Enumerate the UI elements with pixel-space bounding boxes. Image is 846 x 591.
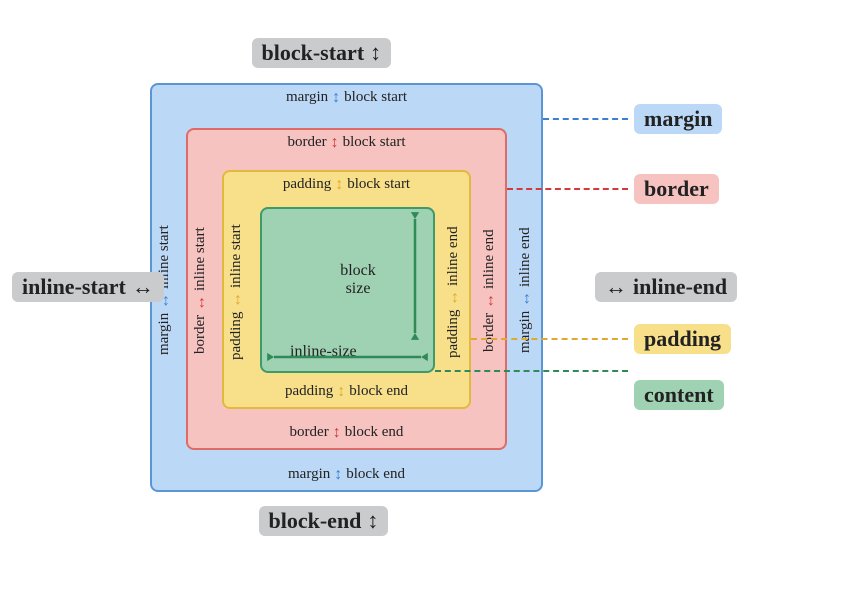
padding-top-right-label: block start xyxy=(347,176,410,193)
padding-right-top-label: padding xyxy=(445,309,462,357)
margin-block-end-label: margin↕block end xyxy=(237,466,457,483)
legend-margin: margin xyxy=(634,104,722,134)
padding-inline-start-label: padding↔inline start xyxy=(228,182,245,402)
inline-start-label: inline-start↔ xyxy=(12,272,164,302)
border-left-bot-label: inline start xyxy=(192,228,209,292)
leftright-icon: ↔ xyxy=(605,274,627,300)
padding-left-top-label: padding xyxy=(228,311,245,359)
padding-bot-left-label: padding xyxy=(285,383,333,400)
padding-right-bot-label: inline end xyxy=(445,226,462,286)
legend-padding: padding xyxy=(634,324,731,354)
padding-inline-end-label: padding↔inline end xyxy=(445,182,462,402)
border-block-start-label: border↕block start xyxy=(237,134,457,151)
padding-bot-right-label: block end xyxy=(349,383,408,400)
border-block-end-label: border↕block end xyxy=(237,424,457,441)
margin-top-left-label: margin xyxy=(286,89,328,106)
border-inline-start-label: border↔inline start xyxy=(192,181,209,401)
padding-block-end-label: padding↕block end xyxy=(237,383,457,400)
inline-end-text: inline-end xyxy=(633,274,727,300)
margin-inline-end-label: margin↔inline end xyxy=(517,180,534,400)
border-top-left-label: border xyxy=(287,134,326,151)
padding-block-start-label: padding↕block start xyxy=(237,176,457,193)
block-start-label: block-start↕ xyxy=(252,38,392,68)
legend-connector-content xyxy=(435,370,628,372)
margin-bot-right-label: block end xyxy=(346,466,405,483)
legend-border: border xyxy=(634,174,719,204)
legend-content: content xyxy=(634,380,724,410)
border-right-top-label: border xyxy=(481,313,498,352)
margin-right-bot-label: inline end xyxy=(517,227,534,287)
padding-top-left-label: padding xyxy=(283,176,331,193)
margin-left-top-label: margin xyxy=(156,312,173,354)
block-end-label: block-end↕ xyxy=(259,506,389,536)
block-end-text: block-end xyxy=(269,508,362,534)
margin-block-start-label: margin↕block start xyxy=(237,89,457,106)
border-right-bot-label: inline end xyxy=(481,230,498,290)
block-start-text: block-start xyxy=(262,40,365,66)
margin-bot-left-label: margin xyxy=(288,466,330,483)
legend-connector-border xyxy=(507,188,628,190)
padding-left-bot-label: inline start xyxy=(228,223,245,287)
inline-end-label: ↔inline-end xyxy=(595,272,737,302)
border-top-right-label: block start xyxy=(343,134,406,151)
leftright-icon: ↔ xyxy=(132,274,154,300)
border-bot-left-label: border xyxy=(290,424,329,441)
block-size-label: block size xyxy=(328,262,388,298)
border-bot-right-label: block end xyxy=(345,424,404,441)
updown-icon: ↕ xyxy=(370,40,381,66)
border-left-top-label: border xyxy=(192,315,209,354)
block-size-arrow xyxy=(407,211,423,341)
legend-connector-margin xyxy=(543,118,628,120)
border-inline-end-label: border↔inline end xyxy=(481,181,498,401)
legend-connector-padding xyxy=(471,338,628,340)
margin-right-top-label: margin xyxy=(517,310,534,352)
inline-size-arrow xyxy=(266,349,429,365)
margin-top-right-label: block start xyxy=(344,89,407,106)
updown-icon: ↕ xyxy=(367,508,378,534)
inline-start-text: inline-start xyxy=(22,274,126,300)
